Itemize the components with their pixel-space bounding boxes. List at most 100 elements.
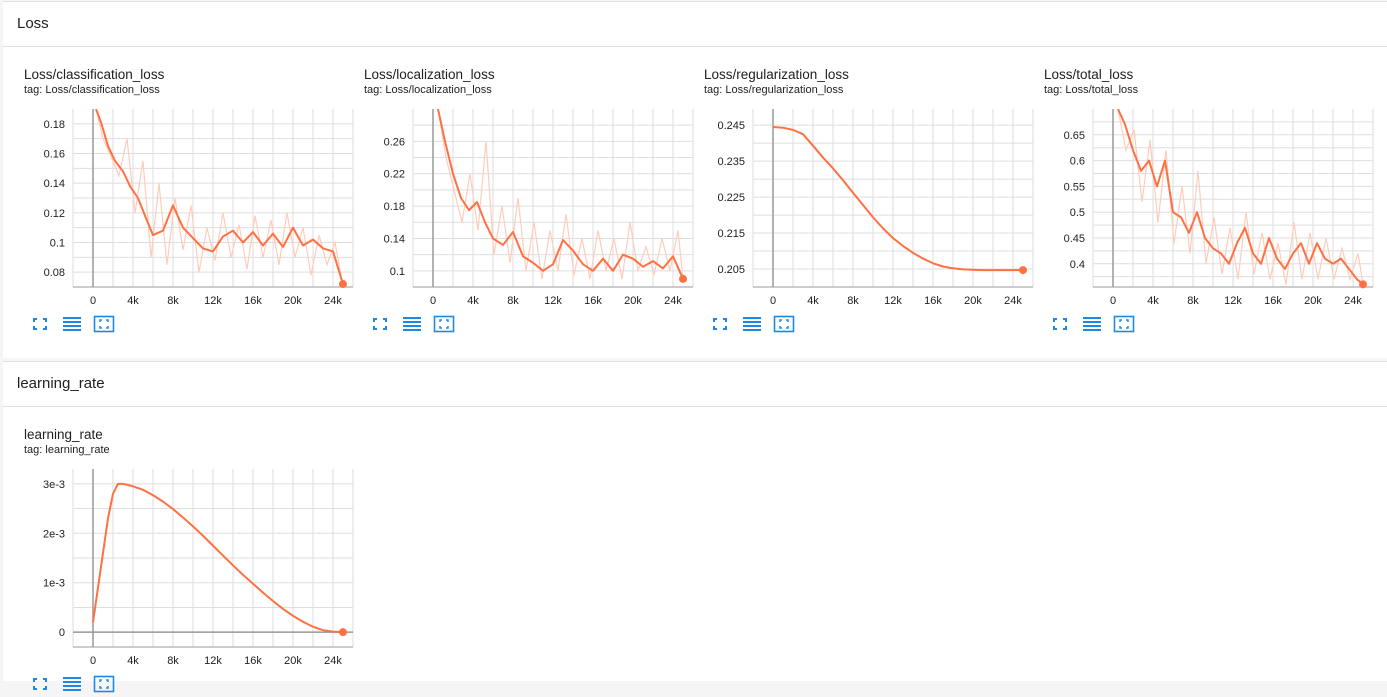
fit-domain-icon bbox=[433, 315, 455, 333]
chart-tag: tag: learning_rate bbox=[24, 444, 110, 456]
chart-tag: tag: Loss/total_loss bbox=[1044, 84, 1139, 96]
chart-card: Loss/regularization_loss tag: Loss/regula… bbox=[683, 47, 1034, 337]
y-tick-label: 0.245 bbox=[717, 120, 745, 132]
section-title[interactable]: Loss bbox=[3, 2, 1387, 47]
raw-series-line bbox=[95, 109, 344, 287]
fullscreen-icon bbox=[33, 678, 47, 690]
line-chart[interactable]: 0 4k 8k 12k 16k 20k 24k 0.1 0.14 0.18 0.22 0.26 bbox=[343, 47, 703, 307]
y-tick-label: 2e-3 bbox=[43, 528, 65, 540]
chart-title: Loss/total_loss bbox=[1044, 67, 1134, 82]
chart-title: learning_rate bbox=[24, 427, 103, 442]
data-table-button[interactable] bbox=[61, 314, 83, 334]
y-tick-label: 0.6 bbox=[1070, 156, 1085, 168]
line-chart[interactable]: 0 4k 8k 12k 16k 20k 24k 0.08 0.1 0.12 0.14 0.16 0.18 bbox=[3, 47, 363, 307]
x-tick-label: 0 bbox=[1110, 295, 1116, 307]
x-tick-label: 24k bbox=[664, 295, 682, 307]
fit-domain-icon bbox=[93, 675, 115, 693]
fit-domain-button[interactable] bbox=[93, 674, 115, 694]
x-tick-label: 20k bbox=[624, 295, 642, 307]
x-tick-label: 8k bbox=[847, 295, 859, 307]
x-tick-label: 24k bbox=[1004, 295, 1022, 307]
fit-domain-button[interactable] bbox=[773, 314, 795, 334]
fullscreen-icon bbox=[33, 318, 47, 330]
line-chart[interactable]: 0 4k 8k 12k 16k 20k 24k 0 1e-3 2e-3 3e-3 bbox=[3, 407, 363, 667]
fullscreen-icon bbox=[713, 318, 727, 330]
fit-domain-icon bbox=[773, 315, 795, 333]
last-point-marker bbox=[339, 280, 347, 289]
x-tick-label: 20k bbox=[284, 295, 302, 307]
chart-card: Loss/total_loss tag: Loss/total_loss 0 4k 8k… bbox=[1023, 47, 1374, 337]
x-tick-label: 12k bbox=[204, 655, 222, 667]
last-point-marker bbox=[679, 274, 687, 283]
x-tick-label: 12k bbox=[884, 295, 902, 307]
data-table-icon bbox=[743, 317, 761, 331]
x-tick-label: 20k bbox=[284, 655, 302, 667]
y-tick-label: 0.65 bbox=[1064, 130, 1085, 142]
y-tick-label: 0.16 bbox=[44, 149, 65, 161]
x-tick-label: 16k bbox=[584, 295, 602, 307]
x-tick-label: 8k bbox=[1187, 295, 1199, 307]
fit-domain-button[interactable] bbox=[1113, 314, 1135, 334]
data-table-button[interactable] bbox=[741, 314, 763, 334]
x-tick-label: 0 bbox=[90, 655, 96, 667]
data-table-icon bbox=[403, 317, 421, 331]
chart-card: learning_rate tag: learning_rate 0 4k 8k 12k 1… bbox=[3, 407, 354, 697]
data-table-button[interactable] bbox=[61, 674, 83, 694]
y-tick-label: 0.18 bbox=[44, 119, 65, 131]
data-table-icon bbox=[63, 677, 81, 691]
y-tick-label: 0.45 bbox=[1064, 233, 1085, 245]
chart-title: Loss/classification_loss bbox=[24, 67, 165, 82]
line-chart[interactable]: 0 4k 8k 12k 16k 20k 24k 0.205 0.215 0.225 0.235 0.2… bbox=[683, 47, 1043, 307]
y-tick-label: 0.225 bbox=[717, 192, 745, 204]
y-tick-label: 0.1 bbox=[390, 266, 405, 278]
chart-card: Loss/classification_loss tag: Loss/classi… bbox=[3, 47, 354, 337]
x-tick-label: 4k bbox=[467, 295, 479, 307]
x-tick-label: 16k bbox=[1264, 295, 1282, 307]
smoothed-series-line bbox=[92, 482, 344, 634]
y-tick-label: 0 bbox=[59, 627, 65, 639]
section-learning-rate: learning_rate learning_rate tag: learning… bbox=[3, 361, 1387, 693]
y-tick-label: 0.12 bbox=[44, 208, 65, 220]
line-chart[interactable]: 0 4k 8k 12k 16k 20k 24k 0.4 0.45 0.5 0.55 0.6 0.65 bbox=[1023, 47, 1383, 307]
y-tick-label: 0.55 bbox=[1064, 181, 1085, 193]
fullscreen-button[interactable] bbox=[709, 314, 731, 334]
x-tick-label: 24k bbox=[324, 655, 342, 667]
y-tick-label: 3e-3 bbox=[43, 479, 65, 491]
chart-title: Loss/regularization_loss bbox=[704, 67, 849, 82]
y-tick-label: 0.1 bbox=[50, 238, 65, 250]
chart-tag: tag: Loss/classification_loss bbox=[24, 84, 160, 96]
x-tick-label: 4k bbox=[1147, 295, 1159, 307]
x-tick-label: 0 bbox=[770, 295, 776, 307]
y-tick-label: 0.26 bbox=[384, 136, 405, 148]
x-tick-label: 8k bbox=[167, 655, 179, 667]
data-table-button[interactable] bbox=[401, 314, 423, 334]
x-tick-label: 12k bbox=[1224, 295, 1242, 307]
y-tick-label: 0.215 bbox=[717, 228, 745, 240]
fit-domain-button[interactable] bbox=[93, 314, 115, 334]
y-tick-label: 0.235 bbox=[717, 156, 745, 168]
smoothed-series-line bbox=[95, 109, 344, 285]
y-tick-label: 0.18 bbox=[384, 201, 405, 213]
section-loss: Loss Loss/classification_loss tag: Loss/c… bbox=[3, 1, 1387, 358]
x-tick-label: 0 bbox=[90, 295, 96, 307]
data-table-button[interactable] bbox=[1081, 314, 1103, 334]
fit-domain-icon bbox=[1113, 315, 1135, 333]
section-title[interactable]: learning_rate bbox=[3, 362, 1387, 407]
x-tick-label: 4k bbox=[127, 295, 139, 307]
x-tick-label: 24k bbox=[324, 295, 342, 307]
y-tick-label: 0.5 bbox=[1070, 207, 1085, 219]
x-tick-label: 12k bbox=[204, 295, 222, 307]
x-tick-label: 20k bbox=[964, 295, 982, 307]
x-tick-label: 4k bbox=[127, 655, 139, 667]
fit-domain-button[interactable] bbox=[433, 314, 455, 334]
fullscreen-button[interactable] bbox=[29, 314, 51, 334]
chart-card: Loss/localization_loss tag: Loss/localiza… bbox=[343, 47, 694, 337]
x-tick-label: 24k bbox=[1344, 295, 1362, 307]
y-tick-label: 0.205 bbox=[717, 264, 745, 276]
fullscreen-button[interactable] bbox=[29, 674, 51, 694]
fullscreen-icon bbox=[373, 318, 387, 330]
x-tick-label: 20k bbox=[1304, 295, 1322, 307]
fullscreen-button[interactable] bbox=[369, 314, 391, 334]
fullscreen-button[interactable] bbox=[1049, 314, 1071, 334]
fit-domain-icon bbox=[93, 315, 115, 333]
